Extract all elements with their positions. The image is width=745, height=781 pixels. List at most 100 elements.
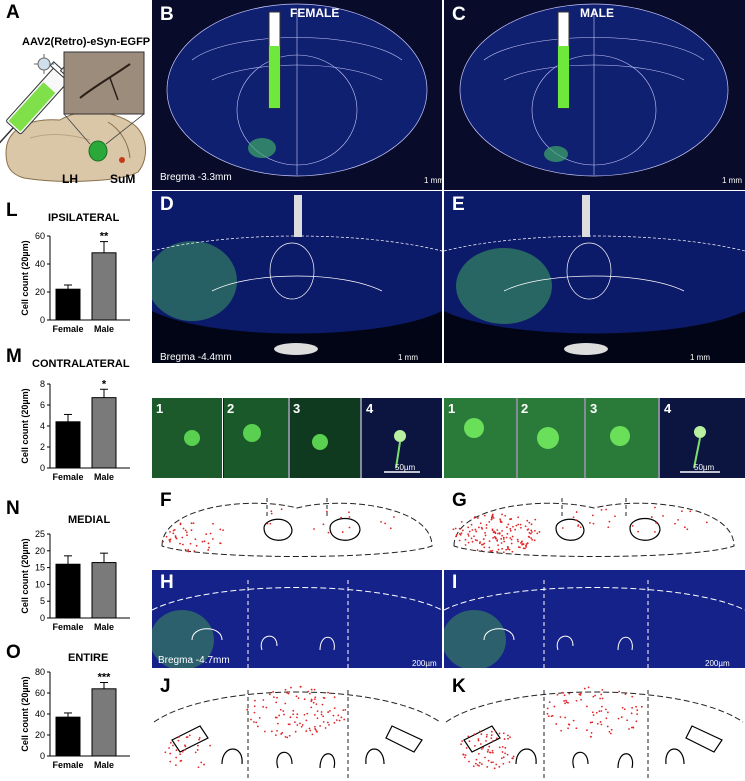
cell-dot: [184, 529, 187, 532]
cell-dot: [162, 540, 165, 543]
cell-dot: [479, 743, 482, 745]
cell-dot: [473, 516, 476, 519]
y-tick-label: 60: [35, 231, 45, 241]
inset-number-3: 3: [293, 401, 301, 416]
cell-dot: [610, 728, 613, 731]
cell-dot: [488, 751, 491, 754]
cell-dot: [168, 747, 170, 749]
inset-strip-female: [152, 398, 442, 478]
cell-dot: [490, 737, 493, 740]
cell-dot: [299, 722, 301, 725]
cell-dot: [468, 530, 471, 533]
cell-dot: [630, 712, 633, 715]
cell-dot: [340, 716, 343, 719]
cell-dot: [493, 767, 496, 770]
cell-dot: [329, 710, 331, 712]
cell-dot: [212, 522, 214, 525]
cell-dot: [319, 725, 321, 727]
cell-dot: [586, 729, 588, 732]
cell-dot: [324, 727, 327, 729]
cell-dot: [485, 524, 488, 526]
cell-dot: [477, 526, 480, 529]
panel-label-m: M: [6, 346, 22, 367]
cell-dot: [172, 744, 174, 747]
cell-dot: [348, 516, 351, 518]
cell-dot: [507, 737, 509, 740]
y-tick-label: 0: [40, 613, 45, 623]
cell-dot: [509, 537, 512, 539]
y-axis-label: Cell count (20µm): [20, 676, 30, 751]
cell-dot: [308, 692, 311, 695]
cell-dot: [464, 754, 467, 757]
cell-dot: [476, 539, 478, 542]
cell-dot: [306, 712, 309, 715]
cell-dot: [596, 722, 599, 725]
lh-section-female: [152, 191, 442, 363]
bar-male: [91, 562, 117, 619]
cell-dot: [607, 711, 609, 714]
cell-dot: [195, 544, 198, 547]
cell-dot: [471, 540, 474, 543]
cell-dot: [631, 524, 634, 527]
coronal-section-male: [444, 0, 745, 190]
cell-dot: [534, 518, 537, 521]
cell-dot: [328, 723, 330, 726]
cell-dot: [478, 764, 480, 767]
cell-dot: [192, 522, 195, 524]
cell-dot: [502, 732, 505, 735]
cell-dot: [467, 534, 470, 537]
cell-dot: [296, 716, 298, 719]
cell-dot: [477, 752, 480, 755]
cell-dot: [527, 535, 530, 538]
cell-dot: [488, 540, 491, 543]
cell-dot: [333, 721, 336, 724]
cell-dot: [500, 542, 503, 544]
cell-dot: [198, 738, 200, 741]
cell-dot: [607, 526, 610, 529]
cell-dot: [504, 514, 507, 517]
cell-dot: [515, 524, 518, 527]
category-label: Female: [52, 472, 83, 482]
cell-dot: [483, 514, 486, 517]
cell-dot: [253, 705, 256, 708]
significance-marker: **: [100, 231, 109, 243]
cell-dot: [683, 526, 686, 529]
cell-dot: [472, 765, 475, 768]
cell-dot: [288, 723, 291, 726]
cell-dot: [674, 522, 676, 525]
cell-dot: [605, 717, 608, 720]
cell-dot: [624, 693, 627, 696]
cell-dot: [477, 739, 480, 742]
cell-dot: [276, 729, 278, 732]
cell-dot: [592, 695, 595, 698]
cell-dot: [277, 722, 279, 725]
cell-dot: [333, 696, 336, 699]
cell-dot: [184, 749, 186, 751]
cell-dot: [169, 538, 172, 541]
virus-icon: [34, 54, 54, 74]
cell-dot: [313, 528, 315, 530]
cell-dot: [380, 521, 382, 523]
cell-dot: [617, 717, 620, 720]
inset-number-2-male: 2: [521, 401, 529, 416]
cell-dot: [315, 703, 318, 706]
cell-dot: [491, 529, 494, 532]
y-tick-label: 60: [35, 688, 45, 698]
cell-dot: [509, 529, 512, 532]
cell-dot: [459, 533, 462, 536]
cell-dot: [501, 547, 504, 550]
cell-dot: [605, 708, 607, 711]
cell-dot: [519, 546, 521, 549]
cell-dot: [662, 514, 664, 517]
cell-dot: [205, 533, 208, 535]
cell-dot: [253, 711, 256, 714]
cell-dot: [506, 753, 509, 756]
cell-dot: [504, 746, 507, 749]
dot-map-sum-female: [153, 685, 441, 780]
bar-female: [55, 716, 81, 757]
coronal-section-female: [152, 0, 442, 190]
cell-dot: [470, 537, 473, 540]
cell-dot: [468, 760, 470, 763]
cell-dot: [189, 542, 192, 545]
cell-dot: [503, 738, 506, 740]
